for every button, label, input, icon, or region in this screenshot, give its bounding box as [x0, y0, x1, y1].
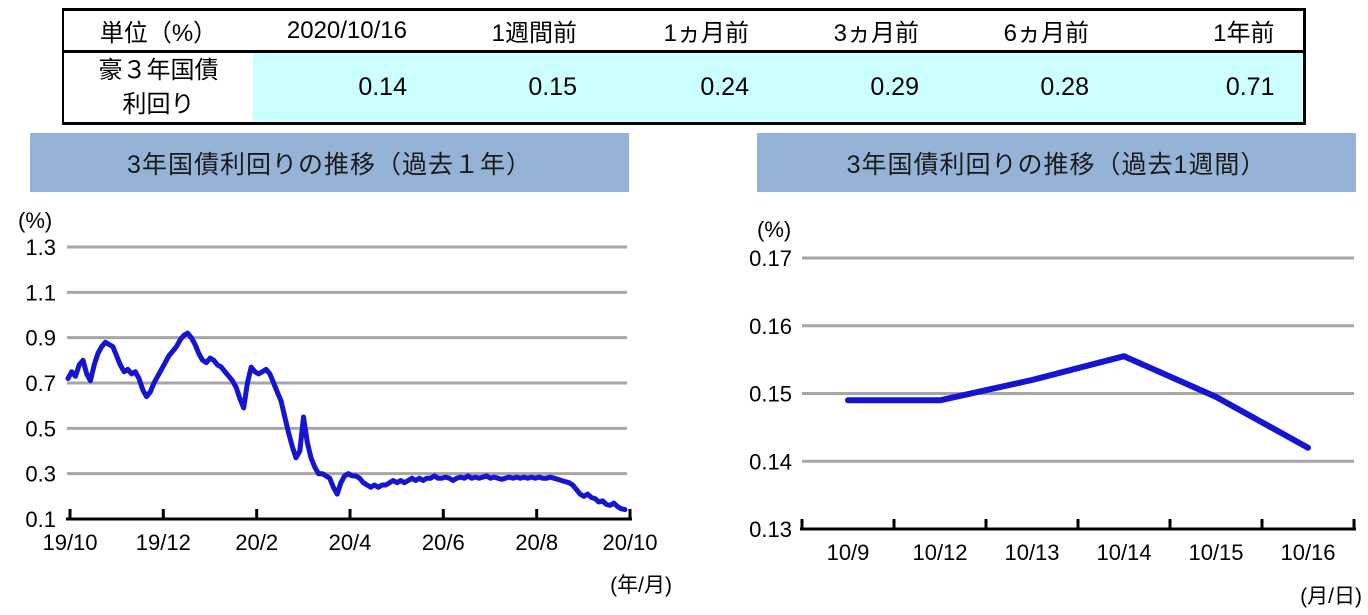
y-tick-label: 0.14 — [749, 449, 792, 474]
y-axis-unit-label: (%) — [18, 208, 52, 233]
y-tick-label: 0.15 — [749, 382, 792, 407]
x-axis-unit-label: (年/月) — [610, 574, 672, 597]
yield-summary-table: 単位（%） 2020/10/16 1週間前 1ヵ月前 3ヵ月前 6ヵ月前 1年前 豪３年国… — [62, 8, 1306, 126]
x-tick-label: 10/13 — [1004, 540, 1059, 565]
y-tick-label: 0.9 — [25, 326, 56, 351]
yield-line-series — [845, 353, 1311, 451]
table-header-cell: 6ヵ月前 — [1003, 20, 1089, 47]
unit-label: 単位（%） — [99, 20, 218, 47]
x-tick-label: 20/6 — [422, 530, 465, 555]
x-tick-label: 10/9 — [827, 540, 870, 565]
table-value-cell: 0.15 — [435, 51, 605, 124]
row-label-line2: 利回り — [122, 90, 195, 118]
table-header-cell: 1週間前 — [491, 20, 577, 47]
x-tick-label: 20/10 — [602, 530, 657, 555]
y-tick-label: 0.13 — [749, 517, 792, 542]
x-axis-unit-label: (月/日) — [1300, 585, 1362, 608]
y-tick-label: 0.3 — [25, 462, 56, 487]
y-tick-label: 0.1 — [25, 507, 56, 532]
table-header-cell: 3ヵ月前 — [833, 20, 919, 47]
y-tick-label: 0.5 — [25, 416, 56, 441]
y-tick-label: 0.17 — [749, 246, 792, 271]
y-axis-unit-label: (%) — [757, 217, 791, 242]
x-tick-label: 10/15 — [1188, 540, 1243, 565]
y-tick-label: 1.3 — [25, 235, 56, 260]
table-value-cell: 0.24 — [605, 51, 777, 124]
y-tick-label: 0.16 — [749, 314, 792, 339]
x-tick-label: 20/8 — [515, 530, 558, 555]
x-tick-label: 10/14 — [1096, 540, 1151, 565]
row-label-cell: 豪３年国債 利回り — [63, 51, 253, 124]
table-header-row: 単位（%） 2020/10/16 1週間前 1ヵ月前 3ヵ月前 6ヵ月前 1年前 — [63, 10, 1304, 52]
table-value-cell: 0.28 — [947, 51, 1117, 124]
x-tick-label: 10/12 — [912, 540, 967, 565]
left-chart-title: 3年国債利回りの推移（過去１年） — [30, 133, 629, 192]
table-value-cell: 0.29 — [777, 51, 947, 124]
x-tick-label: 20/4 — [329, 530, 372, 555]
x-tick-label: 19/10 — [42, 530, 97, 555]
right-chart-title: 3年国債利回りの推移（過去1週間） — [757, 133, 1356, 192]
x-tick-label: 19/12 — [136, 530, 191, 555]
y-tick-label: 0.7 — [25, 371, 56, 396]
x-tick-label: 20/2 — [235, 530, 278, 555]
y-tick-label: 1.1 — [25, 280, 56, 305]
yield-line-series — [65, 330, 628, 512]
table-header-cell: 1年前 — [1213, 20, 1275, 47]
table-header-cell: 2020/10/16 — [286, 16, 407, 44]
table-header-cell: 1ヵ月前 — [663, 20, 749, 47]
row-label-line1: 豪３年国債 — [98, 57, 219, 84]
table-data-row: 豪３年国債 利回り 0.14 0.15 0.24 0.29 0.28 0.71 — [63, 51, 1304, 124]
table-value-cell: 0.14 — [253, 51, 435, 124]
table-value-cell: 0.71 — [1117, 51, 1304, 124]
x-tick-label: 10/16 — [1280, 540, 1335, 565]
